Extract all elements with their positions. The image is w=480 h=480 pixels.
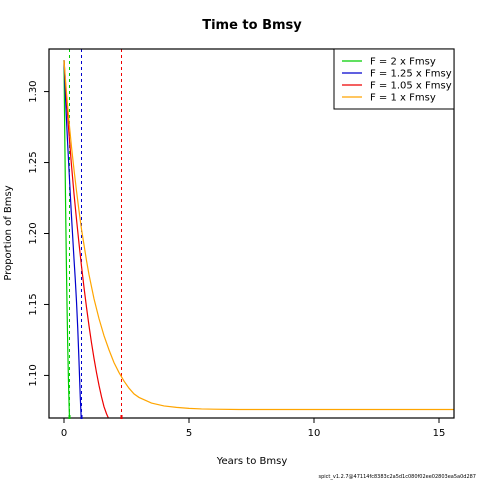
- legend-label-0: F = 2 x Fmsy: [370, 57, 436, 68]
- y-tick-label: 1.30: [28, 80, 39, 102]
- series-line-3: [63, 60, 454, 411]
- series-line-2: [63, 60, 110, 418]
- series-line-1: [63, 60, 82, 418]
- y-tick-label: 1.15: [28, 293, 39, 315]
- x-tick-label: 0: [61, 428, 67, 439]
- footnote: spict_v1.2.7@47114fc8383c2a5d1c080f02ee0…: [319, 474, 477, 480]
- legend-label-2: F = 1.05 x Fmsy: [370, 81, 452, 92]
- series-lines: [63, 60, 454, 418]
- x-tick-label: 5: [186, 428, 192, 439]
- legend-label-1: F = 1.25 x Fmsy: [370, 69, 452, 80]
- y-tick-label: 1.25: [28, 151, 39, 173]
- y-tick-label: 1.10: [28, 364, 39, 386]
- x-axis: 0 5 10 15: [61, 415, 446, 439]
- series-line-0: [63, 60, 71, 418]
- x-tick-label: 15: [433, 428, 446, 439]
- chart-title: Time to Bmsy: [202, 18, 302, 33]
- y-axis-label: Proportion of Bmsy: [3, 185, 14, 280]
- x-tick-label: 10: [308, 428, 321, 439]
- reference-vlines: [69, 49, 122, 418]
- legend-box: [333, 48, 455, 110]
- y-tick-label: 1.20: [28, 222, 39, 244]
- x-axis-label: Years to Bmsy: [216, 456, 288, 467]
- legend-label-3: F = 1 x Fmsy: [370, 93, 436, 104]
- y-axis: 1.10 1.15 1.20 1.25 1.30: [28, 80, 49, 387]
